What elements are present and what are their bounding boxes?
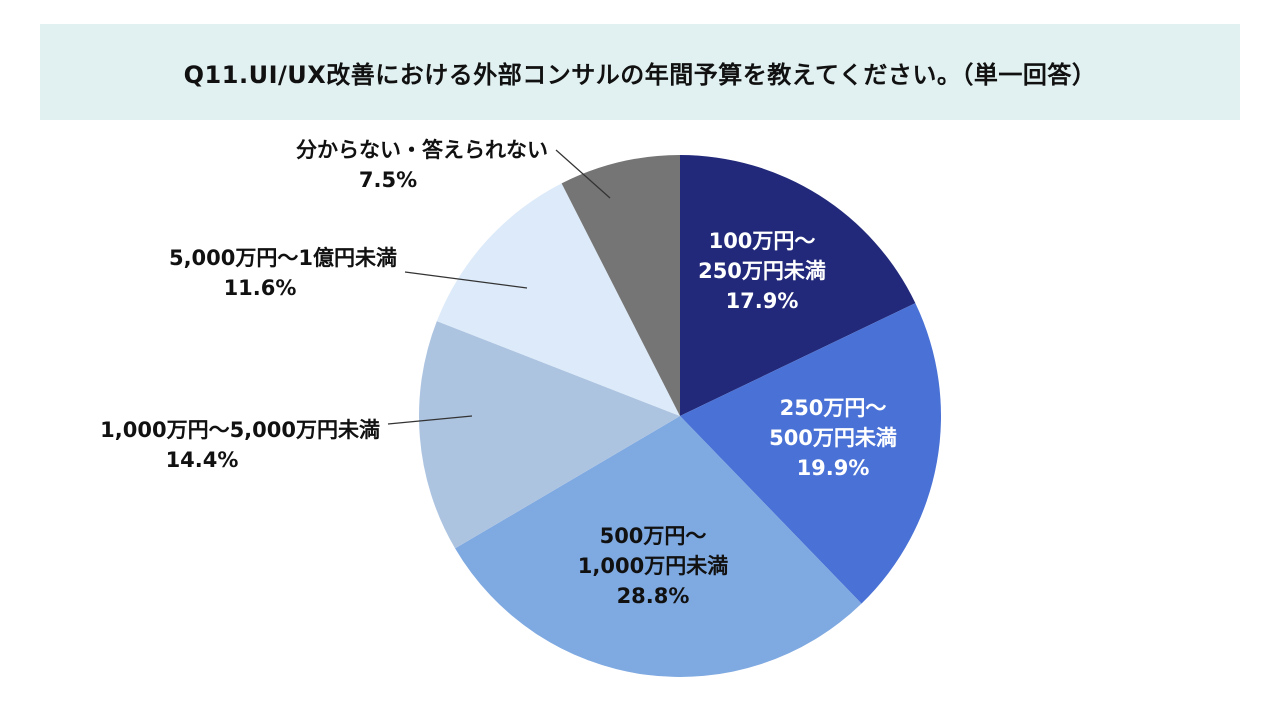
slice-value-label: 19.9%: [797, 456, 870, 480]
slice-category-label: 分からない・答えられない: [296, 138, 548, 162]
leader-line: [555, 149, 611, 199]
slice-category-label: 1,000万円～5,000万円未満: [100, 418, 380, 442]
slice-category-label: 250万円～: [780, 396, 887, 420]
slice-label: 250万円～ 500万円未満 19.9%: [769, 396, 897, 480]
slice-label: 100万円～ 250万円未満 17.9%: [698, 229, 826, 313]
leader-line: [387, 415, 473, 425]
slice-value-label: 7.5%: [359, 168, 417, 192]
slice-category-label: 1,000万円未満: [578, 554, 728, 578]
slice-value-label: 17.9%: [726, 289, 799, 313]
slice-category-label: 100万円～: [709, 229, 816, 253]
slice-label: 5,000万円～1億円未満 11.6%: [169, 246, 397, 300]
pie-slice: [419, 321, 680, 549]
slice-category-label: 500万円～: [600, 524, 707, 548]
slice-category-label: 500万円未満: [769, 426, 897, 450]
pie-slice: [680, 155, 916, 416]
pie-slice: [680, 303, 941, 604]
chart-title-banner: Q11.UI/UX改善における外部コンサルの年間予算を教えてください。（単一回答…: [40, 24, 1240, 120]
pie-slice: [436, 183, 680, 416]
slice-category-label: 5,000万円～1億円未満: [169, 246, 397, 270]
slice-value-label: 28.8%: [617, 584, 690, 608]
pie-slice: [561, 155, 680, 416]
slice-value-label: 14.4%: [166, 448, 239, 472]
chart-title: Q11.UI/UX改善における外部コンサルの年間予算を教えてください。（単一回答…: [183, 60, 1097, 89]
slice-label: 500万円～ 1,000万円未満 28.8%: [578, 524, 728, 608]
slice-label: 分からない・答えられない 7.5%: [296, 138, 548, 192]
leader-line: [404, 271, 528, 289]
slice-label: 1,000万円～5,000万円未満 14.4%: [100, 418, 380, 472]
slice-category-label: 250万円未満: [698, 259, 826, 283]
pie-slice: [455, 416, 862, 677]
slice-value-label: 11.6%: [224, 276, 297, 300]
